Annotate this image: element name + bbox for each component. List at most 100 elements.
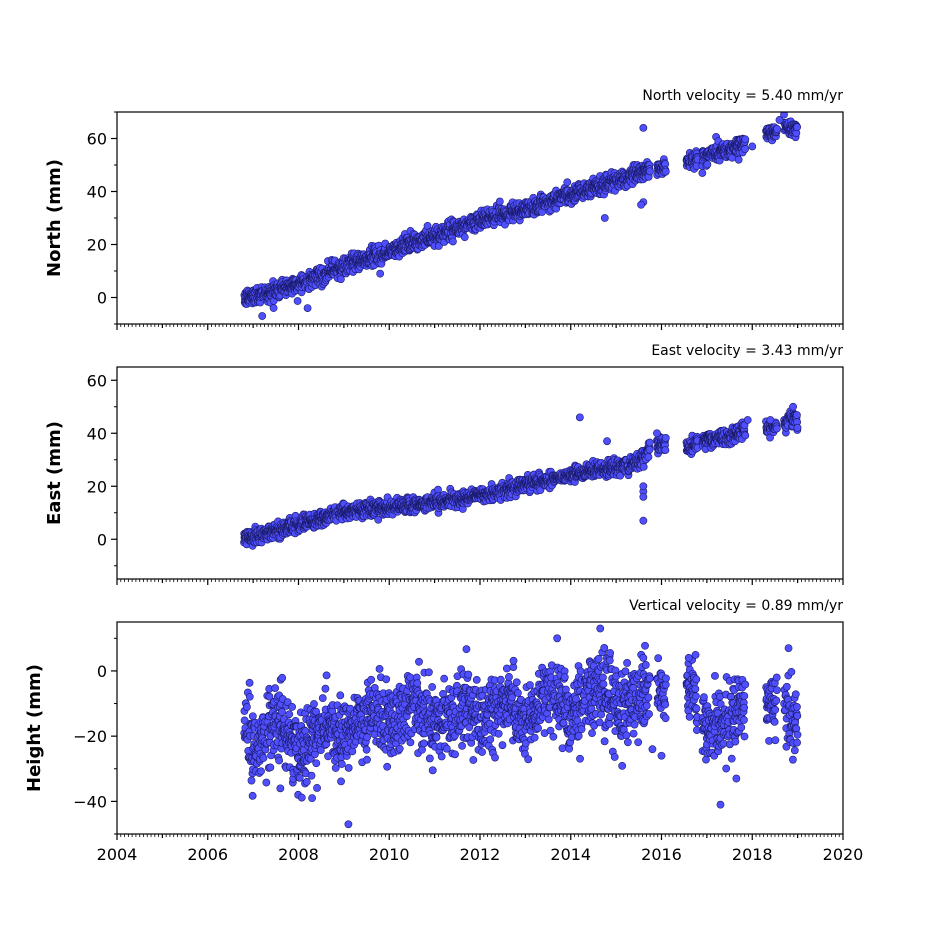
outlier-point <box>575 413 584 422</box>
data-point <box>337 760 346 768</box>
outlier-point <box>637 200 645 209</box>
data-point <box>639 463 648 471</box>
data-point <box>245 678 254 687</box>
outlier-point <box>600 214 609 222</box>
outlier-point <box>775 116 784 124</box>
data-point <box>285 710 294 719</box>
north-panel: North velocity = 5.40 mm/yr North (mm) 0… <box>44 88 844 330</box>
data-point <box>363 733 372 742</box>
data-point <box>375 665 384 673</box>
data-point <box>661 434 670 442</box>
data-point <box>262 778 271 787</box>
data-point <box>741 135 750 144</box>
data-point <box>793 123 801 132</box>
data-point <box>336 275 345 284</box>
data-point <box>318 694 327 703</box>
data-point <box>271 684 280 693</box>
north-axis-label: North (mm) <box>44 159 65 277</box>
outlier-point <box>639 516 648 525</box>
height-panel: Vertical velocity = 0.89 mm/yr Height (m… <box>24 598 863 864</box>
data-point <box>310 700 318 708</box>
data-point <box>275 756 284 765</box>
data-point <box>645 438 654 447</box>
height-axis-label: Height (mm) <box>24 664 45 792</box>
y-tick-label: 20 <box>87 236 107 255</box>
data-point <box>773 124 781 133</box>
data-point <box>302 777 311 786</box>
outlier-point <box>766 416 775 424</box>
data-point <box>269 304 278 312</box>
outlier-point <box>780 112 788 119</box>
data-point <box>248 791 257 800</box>
east-axis-label: East (mm) <box>44 421 65 525</box>
outlier-point <box>258 312 267 320</box>
data-point <box>257 767 265 776</box>
y-tick-label: 0 <box>97 289 107 308</box>
plot-frame <box>116 366 844 580</box>
y-tick-label: 20 <box>87 477 107 496</box>
data-point <box>321 684 330 693</box>
outlier-point <box>639 482 648 491</box>
data-point <box>661 446 670 455</box>
data-point <box>337 777 345 786</box>
data-point <box>266 763 275 772</box>
data-point <box>383 762 392 771</box>
data-point <box>293 297 302 305</box>
data-point <box>460 233 469 242</box>
data-point <box>646 167 654 176</box>
data-point <box>741 431 750 440</box>
outlier-point <box>639 492 648 501</box>
data-points <box>240 402 802 550</box>
y-tick-label: 40 <box>87 183 107 202</box>
data-point <box>415 657 423 666</box>
outlier-point <box>698 169 707 177</box>
y-tick-label: 40 <box>87 424 107 443</box>
data-point <box>248 712 257 721</box>
data-point <box>406 738 415 747</box>
outlier-point <box>748 142 757 151</box>
data-point <box>259 754 268 762</box>
outlier-point <box>639 124 648 132</box>
data-point <box>773 424 781 433</box>
y-tick-label: 0 <box>97 530 107 549</box>
outlier-point <box>653 429 661 438</box>
data-point <box>288 703 296 711</box>
data-point <box>278 708 286 716</box>
outlier-point <box>603 437 611 446</box>
data-point <box>295 773 304 782</box>
data-point <box>434 485 442 494</box>
data-point <box>367 675 376 684</box>
data-point <box>278 673 287 682</box>
data-point <box>336 691 345 700</box>
outlier-point <box>376 269 385 278</box>
data-point <box>793 411 801 419</box>
data-point <box>344 763 353 772</box>
outlier-point <box>734 155 743 164</box>
data-point <box>313 784 321 792</box>
data-point <box>322 671 331 680</box>
east-velocity-title: East velocity = 3.43 mm/yr <box>651 343 843 359</box>
vertical-velocity-title: Vertical velocity = 0.89 mm/yr <box>629 598 843 614</box>
outlier-point <box>743 416 752 424</box>
data-point <box>374 515 383 524</box>
data-point <box>645 445 654 454</box>
y-tick-label: 60 <box>87 130 107 149</box>
data-point <box>363 755 371 764</box>
east-panel: East velocity = 3.43 mm/yr East (mm) 0 20… <box>44 343 844 585</box>
outlier-point <box>789 402 797 411</box>
data-point <box>312 759 321 768</box>
y-tick-label: 60 <box>87 371 107 390</box>
data-point <box>245 692 254 701</box>
data-point <box>243 703 251 711</box>
data-point <box>793 423 802 432</box>
data-point <box>362 745 371 754</box>
data-point <box>307 771 316 780</box>
data-point <box>563 178 572 187</box>
data-point <box>703 160 712 169</box>
data-point <box>495 197 504 206</box>
outlier-point <box>303 304 312 312</box>
data-point <box>741 145 749 153</box>
data-point <box>644 453 653 461</box>
data-point <box>449 237 457 246</box>
data-point <box>247 776 256 785</box>
